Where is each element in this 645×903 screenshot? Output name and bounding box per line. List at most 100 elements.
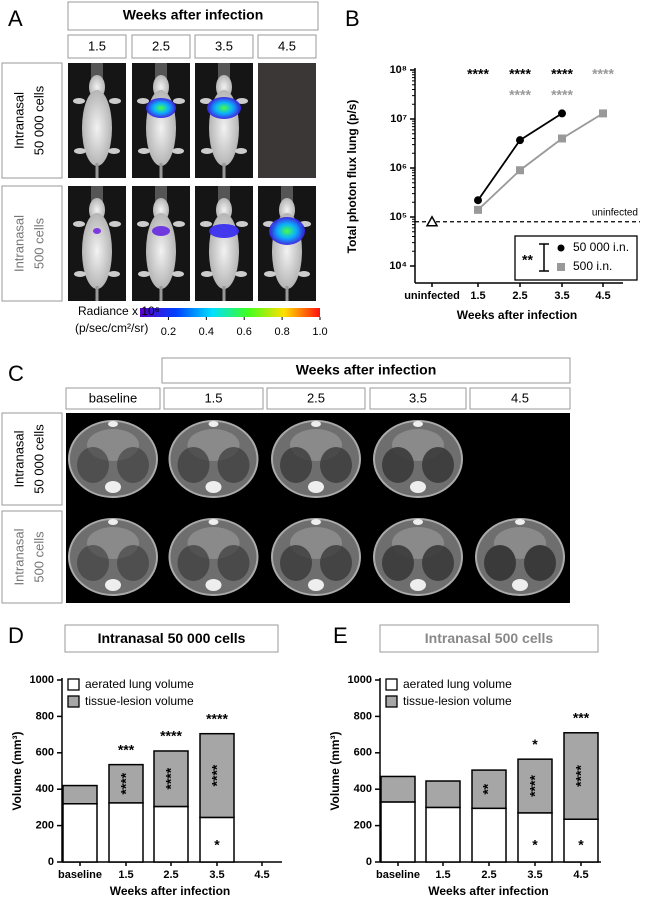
colorbar-tick-label: 0.8 [274, 326, 289, 338]
mouse-leg [264, 271, 276, 277]
bli-image [258, 63, 316, 178]
ct-lung [320, 447, 352, 483]
significance: * [532, 837, 538, 853]
x-tick-label: 3.5 [209, 869, 224, 881]
mouse-leg [201, 271, 213, 277]
row-label-box [1, 412, 63, 506]
x-tick-label: uninfected [404, 290, 460, 302]
bar-segment [380, 775, 416, 803]
ct-lung [524, 545, 556, 581]
x-tick-label: 4.5 [573, 869, 588, 881]
legend-label: 500 i.n. [573, 259, 612, 273]
mouse-leg [200, 98, 212, 104]
significance: **** [592, 66, 614, 82]
significance: **** [509, 87, 531, 103]
mouse-tail [285, 286, 289, 301]
y-tick-label: 800 [354, 710, 372, 722]
ct-sternum [208, 519, 219, 525]
mouse-leg [201, 148, 213, 154]
signal [152, 226, 170, 236]
mouse-body [82, 213, 112, 289]
row-label: Intranasal [11, 528, 26, 585]
ct-lung [77, 447, 109, 483]
signal [269, 217, 305, 245]
x-tick-label: 2.5 [512, 290, 527, 302]
mouse-tail [159, 163, 163, 178]
mouse-tail [222, 286, 226, 301]
column-box [369, 387, 467, 410]
header: Weeks after infection [296, 362, 437, 378]
signal [207, 97, 241, 119]
column-box [266, 387, 366, 410]
ct-sternum [311, 421, 321, 427]
y-tick-label: 1000 [30, 674, 54, 686]
y-tick-label: 600 [354, 747, 372, 759]
significance: ** [480, 783, 496, 794]
mouse-leg [173, 221, 185, 227]
mouse-leg [298, 271, 310, 277]
column-label: 4.5 [511, 390, 529, 405]
colorbar-tick-label: 0.6 [237, 326, 252, 338]
x-tick-label: 1.5 [435, 869, 450, 881]
colorbar-tick-label: 0.4 [199, 326, 214, 338]
column-label: 2.5 [307, 390, 325, 405]
ct-lung [320, 545, 352, 581]
legend-swatch [385, 695, 398, 708]
x-axis-label: Weeks after infection [457, 308, 577, 322]
significance: **** [160, 728, 182, 744]
y-tick-label: 10⁴ [389, 260, 407, 272]
ct-spine [105, 579, 121, 591]
y-tick-label: 10⁵ [390, 211, 407, 223]
x-tick-label: 4.5 [595, 290, 610, 302]
ct-spine [410, 481, 426, 493]
reference-point [425, 215, 439, 227]
point [474, 205, 482, 214]
mouse-tail [159, 286, 163, 301]
bar-segment [62, 784, 98, 805]
ct-sternum [108, 519, 118, 525]
title-box [64, 624, 279, 653]
y-tick-label: 1000 [348, 674, 372, 686]
y-tick-label: 400 [36, 783, 54, 795]
y-axis-label: Volume (mm³) [328, 731, 342, 810]
row-label-box [1, 62, 63, 179]
chart: B 10⁴ 10⁵ 10⁶ 10⁷ 10⁸ uninfected 1.5 2.5 3.5 4.5 We… [345, 6, 640, 322]
bar-segment [563, 732, 599, 820]
point [558, 134, 566, 143]
bar-segment [517, 758, 553, 814]
ct-lung [117, 447, 149, 483]
bar-segment [153, 805, 189, 863]
chart-title: Intranasal 50 000 cells [98, 630, 246, 646]
row-label: Intranasal [11, 430, 26, 487]
row-label: 500 cells [31, 217, 46, 269]
legend-box [514, 235, 638, 281]
x-tick-label: 4.5 [254, 869, 269, 881]
ct-lung [77, 545, 109, 581]
row-label: Intranasal [11, 215, 26, 272]
legend-swatch [385, 678, 398, 691]
mouse-leg [235, 148, 247, 154]
legend-swatch [67, 695, 80, 708]
significance: **** [509, 66, 531, 82]
ct-sternum [108, 421, 118, 427]
ct-lung [280, 545, 312, 581]
y-tick-label: 10⁶ [390, 162, 407, 174]
bar-segment [425, 806, 461, 863]
ct-lung [382, 545, 414, 581]
mouse-tail [95, 163, 99, 178]
bar-segment [153, 750, 189, 808]
ct-lung [280, 447, 312, 483]
y-tick-label: 10⁸ [390, 64, 407, 76]
significance: **** [551, 66, 573, 82]
mouse-leg [74, 271, 86, 277]
legend-label: aerated lung volume [403, 677, 512, 691]
y-tick-label: 200 [36, 820, 54, 832]
legend-bracket [539, 243, 549, 272]
column-box [469, 387, 571, 410]
y-tick-label: 600 [36, 747, 54, 759]
ct-lung [217, 447, 250, 483]
x-tick-label: 3.5 [527, 869, 542, 881]
bar-segment [199, 732, 235, 819]
column-label: 4.5 [278, 38, 296, 53]
